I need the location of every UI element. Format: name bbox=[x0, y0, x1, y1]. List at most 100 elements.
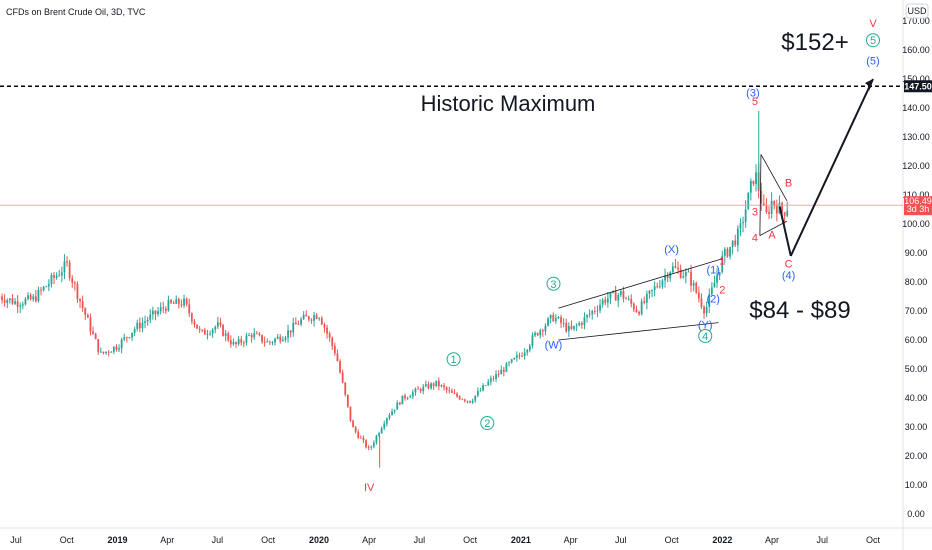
candle-body bbox=[453, 392, 456, 394]
wave-label: (3) bbox=[746, 87, 759, 99]
candle-body bbox=[747, 192, 750, 210]
candle-body bbox=[562, 322, 565, 324]
candle-body bbox=[521, 355, 523, 357]
candle-body bbox=[554, 318, 557, 322]
candle-body bbox=[687, 271, 690, 273]
candle-body bbox=[323, 324, 326, 328]
candle-body bbox=[474, 395, 477, 401]
candle-body bbox=[6, 300, 9, 303]
channel-lower-line bbox=[558, 322, 719, 341]
candle-body bbox=[583, 317, 586, 325]
candle-body bbox=[89, 317, 92, 332]
candle-body bbox=[107, 351, 110, 353]
candle-body bbox=[365, 440, 367, 448]
candle-body bbox=[245, 335, 248, 343]
candle-body bbox=[703, 306, 705, 314]
candle-body bbox=[448, 390, 451, 391]
candle-body bbox=[742, 222, 744, 224]
x-tick-label: Oct bbox=[60, 535, 75, 545]
wave-circle bbox=[446, 352, 461, 367]
x-axis: Jul Oct 2019 Apr Jul Oct 2020 Apr Jul Oct 2021 Apr J… bbox=[10, 535, 880, 545]
candle-body bbox=[526, 350, 529, 353]
candle-body bbox=[219, 322, 222, 326]
candle-body bbox=[144, 321, 146, 323]
candle-body bbox=[305, 314, 308, 317]
candle-body bbox=[664, 275, 666, 281]
candle-body bbox=[367, 447, 370, 449]
wave-circle bbox=[698, 329, 713, 343]
candle-body bbox=[768, 211, 770, 214]
candle-body bbox=[193, 321, 196, 325]
candle-body bbox=[627, 298, 630, 300]
candle-body bbox=[437, 380, 440, 387]
candle-body bbox=[625, 298, 627, 300]
candle-body bbox=[102, 351, 105, 354]
candle-body bbox=[489, 378, 492, 382]
candle-body bbox=[313, 315, 315, 321]
wave-label: 5 bbox=[870, 35, 876, 47]
candle-body bbox=[547, 318, 549, 326]
candle-body bbox=[336, 353, 339, 362]
wave-label: 5 bbox=[752, 96, 758, 108]
y-tick-label: 120.00 bbox=[902, 161, 930, 171]
candle-body bbox=[552, 314, 555, 322]
candle-body bbox=[721, 255, 724, 273]
x-tick-label: Jul bbox=[212, 535, 224, 545]
candle-body bbox=[281, 339, 284, 342]
candle-body bbox=[417, 388, 419, 390]
symbol-title: CFDs on Brent Crude Oil, 3D, TVC bbox=[6, 7, 146, 17]
candle-body bbox=[599, 304, 601, 311]
wave-label: (2) bbox=[707, 293, 720, 305]
candle-body bbox=[398, 402, 401, 405]
currency-badge[interactable]: USD bbox=[905, 3, 929, 19]
candle-body bbox=[393, 409, 396, 412]
candle-body bbox=[619, 290, 622, 295]
candle-body bbox=[94, 333, 97, 340]
candle-body bbox=[617, 294, 620, 301]
candle-body bbox=[661, 280, 664, 287]
candle-body bbox=[37, 289, 40, 302]
candle-body bbox=[3, 300, 6, 303]
x-tick-label: Jul bbox=[816, 535, 828, 545]
candle-body bbox=[411, 392, 414, 397]
wave-label: V bbox=[869, 18, 877, 30]
candle-body bbox=[274, 338, 276, 343]
candle-body bbox=[84, 308, 87, 315]
candle-body bbox=[196, 324, 198, 329]
candle-body bbox=[575, 325, 578, 327]
candle-body bbox=[32, 296, 35, 300]
y-tick-label: 0.00 bbox=[907, 509, 925, 519]
candle-body bbox=[388, 415, 391, 419]
candle-body bbox=[42, 286, 45, 291]
candle-body bbox=[630, 298, 633, 304]
wave-label: 4 bbox=[702, 331, 708, 343]
candle-body bbox=[744, 209, 747, 223]
candle-body bbox=[622, 290, 625, 299]
candle-body bbox=[445, 387, 448, 391]
candle-body bbox=[276, 336, 279, 339]
drawings: Historic Maximum $152+ $84 - $89 bbox=[0, 29, 903, 341]
candle-body bbox=[73, 282, 76, 284]
wave-circle bbox=[480, 416, 495, 430]
candle-body bbox=[578, 323, 581, 326]
candle-body bbox=[695, 283, 698, 293]
candle-body bbox=[198, 328, 201, 330]
candle-body bbox=[154, 310, 157, 315]
candle-body bbox=[383, 423, 386, 429]
x-tick-label: Oct bbox=[261, 535, 276, 545]
candle-body bbox=[497, 374, 500, 375]
candle-body bbox=[185, 298, 188, 305]
candle-body bbox=[658, 286, 661, 288]
candle-body bbox=[359, 437, 362, 439]
candle-body bbox=[222, 325, 224, 336]
candle-body bbox=[138, 322, 141, 329]
x-tick-label: Apr bbox=[765, 535, 779, 545]
target-high-text: $152+ bbox=[781, 29, 848, 56]
y-tick-label: 150.00 bbox=[902, 74, 930, 84]
candle-body bbox=[362, 437, 365, 441]
candle-body bbox=[679, 269, 682, 278]
wave-label: 4 bbox=[752, 232, 758, 244]
candle-body bbox=[349, 406, 352, 421]
wave-label: IV bbox=[364, 482, 375, 494]
